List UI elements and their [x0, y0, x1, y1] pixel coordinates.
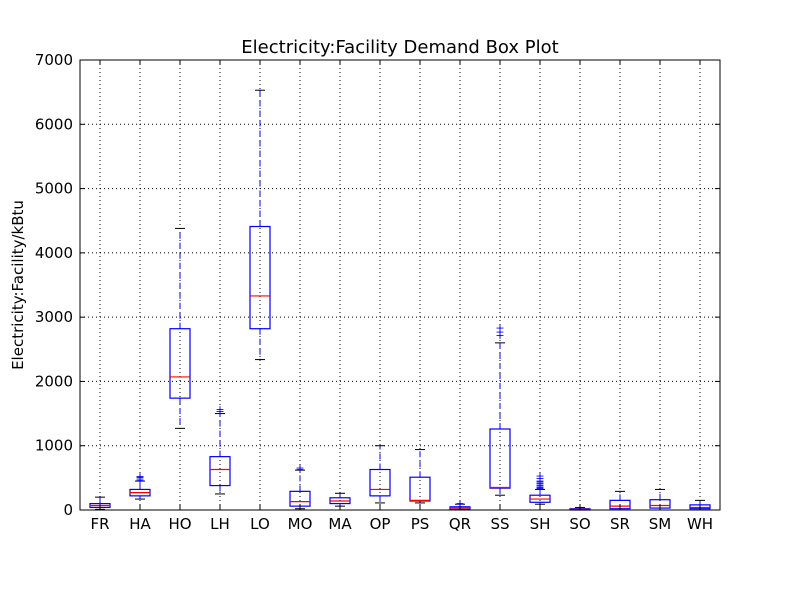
outlier-marker: +: [135, 471, 144, 484]
ticks: 0 1000 2000 3000 4000 5000 6000 7000 FR HA HO LH LO M…: [35, 51, 720, 533]
outlier-marker: +: [455, 498, 464, 511]
outlier-marker: +: [535, 478, 544, 491]
outlier-marker: +: [135, 470, 144, 483]
x-tick-label: QR: [449, 515, 471, 533]
y-tick-label: 3000: [35, 308, 73, 326]
outlier-marker: +: [215, 405, 224, 418]
box-ha: ++++: [129, 470, 151, 500]
box-lh: ++: [209, 403, 231, 495]
x-tick-label: HA: [129, 515, 151, 533]
y-tick-label: 2000: [35, 372, 73, 390]
box-ma: [329, 492, 351, 507]
outlier-marker: +: [495, 329, 504, 342]
x-tick-label: MO: [288, 515, 313, 533]
outlier-marker: +: [535, 480, 544, 493]
x-tick-label: FR: [90, 515, 109, 533]
box-iqr: [169, 328, 191, 399]
outlier-marker: +: [535, 472, 544, 485]
box-lo: [249, 89, 271, 361]
box-iqr: [209, 456, 231, 487]
outlier-marker: +: [535, 476, 544, 489]
y-tick-label: 0: [63, 501, 73, 519]
x-tick-label: PS: [411, 515, 430, 533]
box-mo: ++: [289, 462, 311, 510]
x-tick-label: SO: [569, 515, 590, 533]
outlier-marker: +: [295, 462, 304, 475]
x-tick-label: SM: [649, 515, 671, 533]
y-tick-label: 7000: [35, 51, 73, 69]
x-tick-label: SS: [490, 515, 509, 533]
x-tick-label: HO: [168, 515, 191, 533]
box-iqr: [249, 225, 271, 330]
box-iqr: [369, 468, 391, 497]
x-tick-label: SR: [610, 515, 630, 533]
outlier-marker: +: [535, 474, 544, 487]
outlier-marker: +: [535, 482, 544, 495]
y-tick-label: 1000: [35, 437, 73, 455]
plot-frame: [79, 59, 721, 511]
x-tick-label: LO: [250, 515, 270, 533]
outlier-marker: +: [495, 325, 504, 338]
outlier-marker: +: [135, 474, 144, 487]
box-ss: +++: [489, 321, 511, 496]
chart-title: Electricity:Facility Demand Box Plot: [241, 37, 558, 58]
y-tick-label: 4000: [35, 244, 73, 262]
box-ps: [409, 449, 431, 504]
x-tick-label: MA: [328, 515, 352, 533]
y-tick-label: 6000: [35, 115, 73, 133]
box-ho: [169, 227, 191, 429]
x-tick-label: LH: [210, 515, 230, 533]
outlier-marker: +: [215, 403, 224, 416]
box-sh: +++++++++: [529, 469, 551, 505]
outlier-marker: +: [495, 321, 504, 334]
outlier-marker: +: [535, 481, 544, 494]
boxes: ++++++++++++++++++++++: [89, 89, 711, 511]
box-iqr: [489, 428, 511, 489]
box-op: [369, 445, 391, 504]
x-tick-label: OP: [370, 515, 391, 533]
grid: [80, 60, 720, 510]
box-iqr: [409, 476, 431, 502]
outlier-marker: +: [535, 469, 544, 482]
x-tick-label: WH: [687, 515, 713, 533]
outlier-marker: +: [135, 473, 144, 486]
y-tick-label: 5000: [35, 180, 73, 198]
outlier-marker: +: [295, 463, 304, 476]
outlier-marker: +: [455, 497, 464, 510]
outlier-marker: +: [535, 477, 544, 490]
x-tick-label: SH: [530, 515, 551, 533]
y-axis-label: Electricity:Facility/kBtu: [9, 200, 27, 370]
